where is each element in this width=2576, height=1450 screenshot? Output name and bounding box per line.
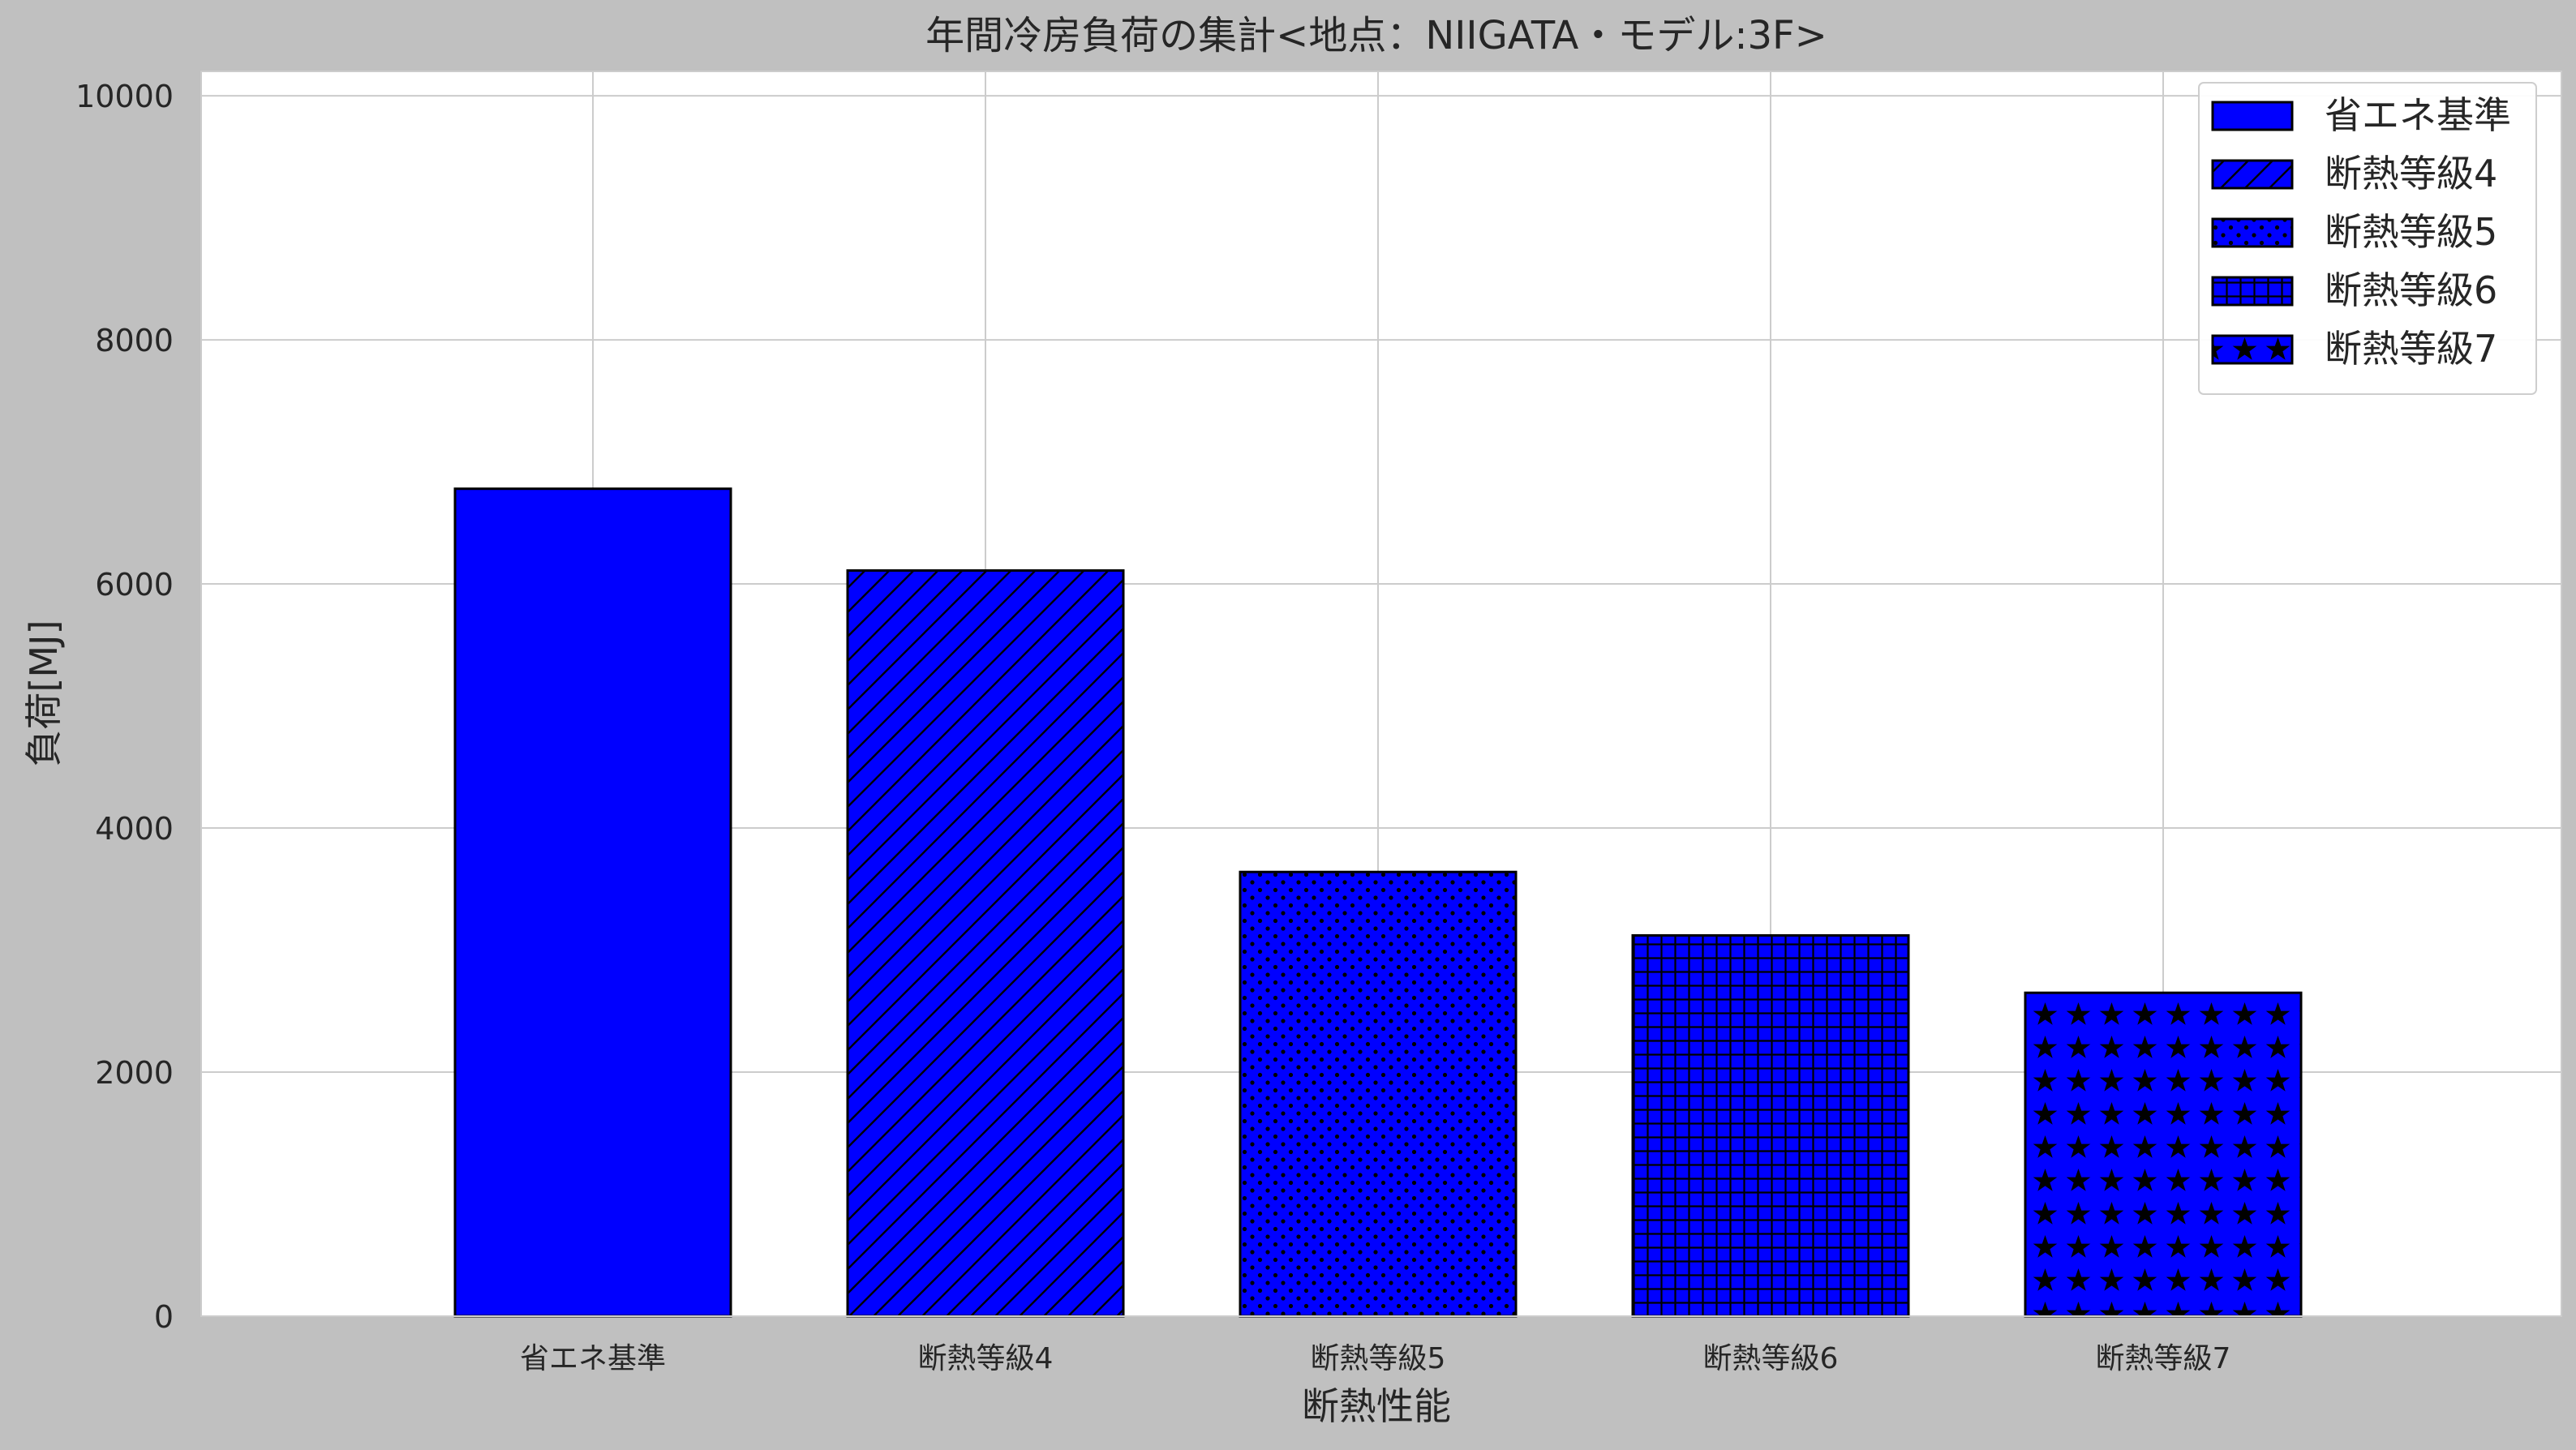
- legend-label: 断熱等級5: [2325, 210, 2497, 254]
- bars: [453, 487, 2303, 1318]
- legend-label: 断熱等級6: [2325, 268, 2497, 312]
- x-tick-label: 断熱等級4: [918, 1342, 1054, 1375]
- y-tick-labels: 0 2000 4000 6000 8000 10000: [75, 79, 174, 1335]
- legend-swatch: [2211, 101, 2294, 131]
- bar: [846, 569, 1125, 1318]
- y-tick-label: 4000: [95, 811, 174, 847]
- y-tick-label: 8000: [95, 323, 174, 358]
- legend-label: 断熱等級7: [2325, 327, 2497, 371]
- y-tick-label: 0: [154, 1299, 174, 1335]
- y-tick-label: 10000: [75, 79, 174, 114]
- plot-frame: [200, 71, 2562, 1317]
- bar: [2024, 991, 2303, 1318]
- bar: [1239, 870, 1518, 1318]
- y-tick-label: 6000: [95, 567, 174, 603]
- legend-swatch: [2211, 217, 2294, 248]
- x-tick-label: 断熱等級7: [2096, 1342, 2231, 1375]
- y-axis-title: 負荷[MJ]: [22, 620, 66, 766]
- y-tick-label: 2000: [95, 1055, 174, 1091]
- legend-label: 省エネ基準: [2325, 93, 2511, 137]
- x-tick-labels: 省エネ基準 断熱等級4 断熱等級5 断熱等級6 断熱等級7: [520, 1342, 2230, 1375]
- chart-title: 年間冷房負荷の集計<地点：NIIGATA・モデル:3F>: [925, 13, 1827, 58]
- legend-swatch: [2211, 334, 2294, 365]
- legend-swatch: [2211, 159, 2294, 190]
- x-axis-title: 断熱性能: [1302, 1384, 1451, 1428]
- bar: [1631, 933, 1910, 1318]
- x-tick-label: 断熱等級6: [1703, 1342, 1839, 1375]
- legend-label: 断熱等級4: [2325, 152, 2497, 195]
- x-tick-label: 省エネ基準: [520, 1342, 666, 1375]
- legend-swatch: [2211, 276, 2294, 307]
- x-tick-label: 断熱等級5: [1311, 1342, 1446, 1375]
- bar: [453, 487, 732, 1318]
